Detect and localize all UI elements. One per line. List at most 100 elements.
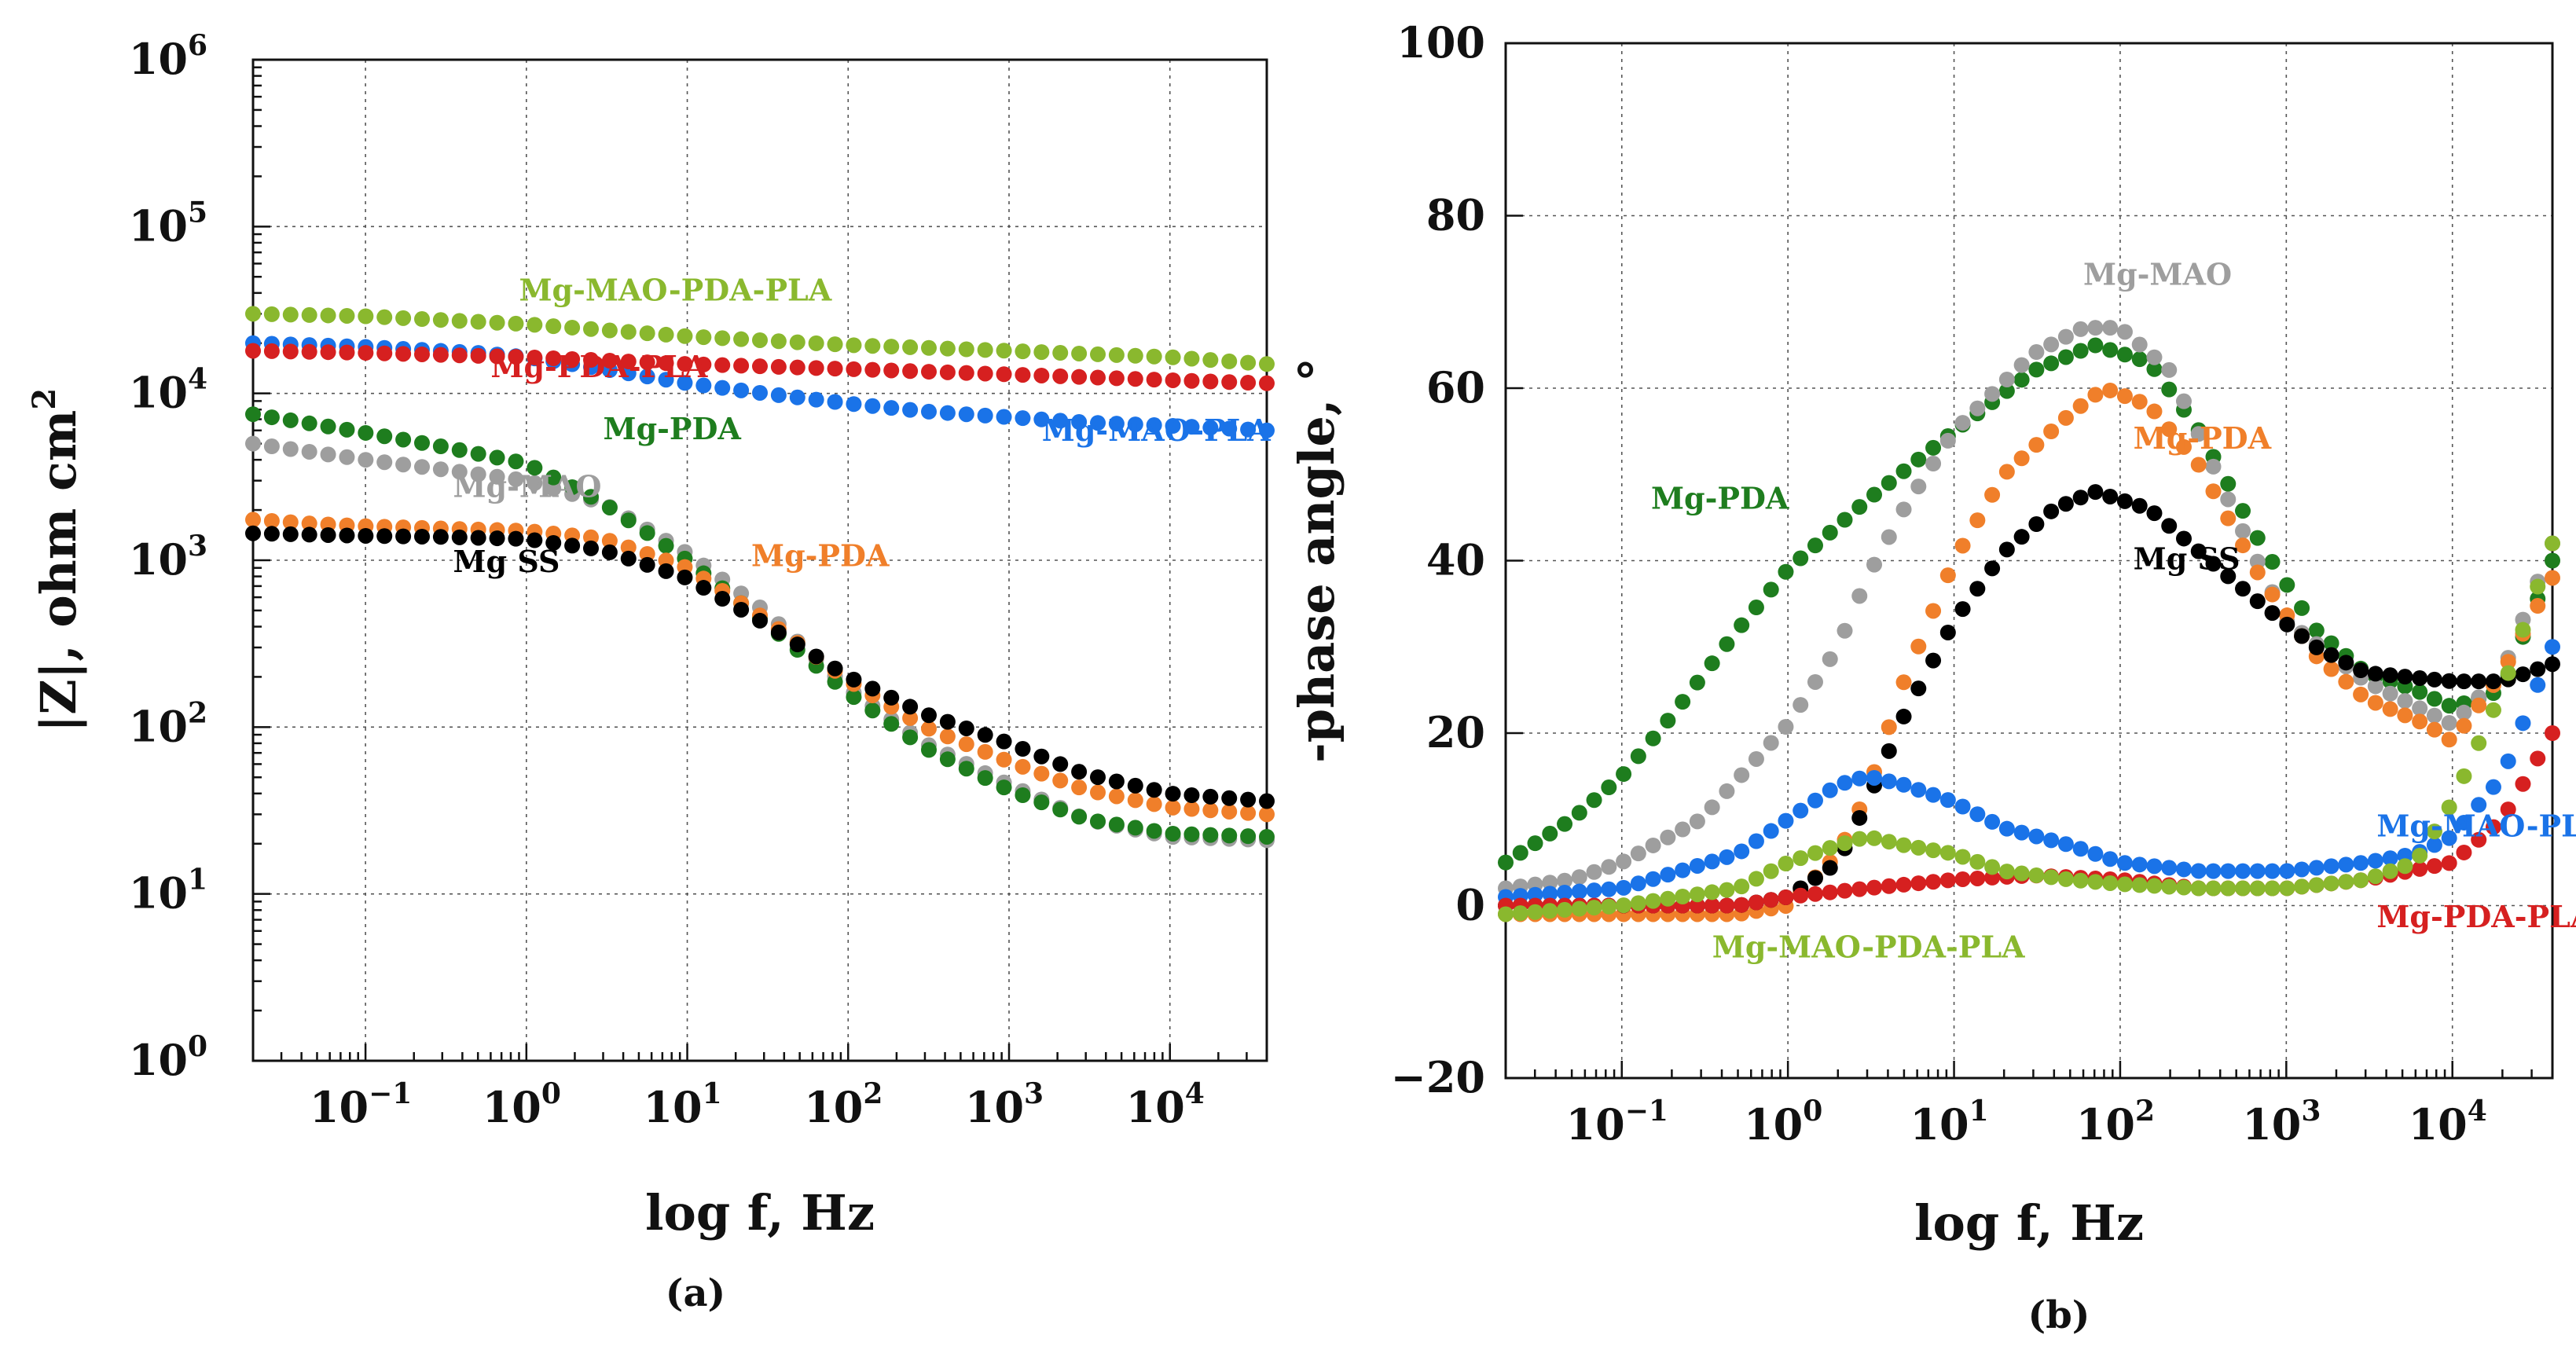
data-point	[1108, 788, 1125, 805]
data-point	[1998, 383, 2015, 399]
series-mg-ss	[245, 525, 1275, 809]
data-point	[2220, 568, 2237, 585]
data-point	[1202, 420, 1219, 436]
data-point	[545, 480, 562, 497]
data-point	[846, 396, 862, 413]
data-point	[2412, 700, 2428, 717]
data-point	[752, 332, 768, 348]
y-tick-label: 40	[1426, 535, 1485, 585]
data-point	[1071, 764, 1088, 780]
data-point	[1866, 830, 1883, 846]
x-tick-label: 103	[965, 1077, 1044, 1132]
data-point	[583, 540, 599, 556]
data-point	[1259, 422, 1275, 438]
data-point	[1512, 845, 1528, 861]
data-point	[1954, 537, 1971, 554]
data-point	[2500, 654, 2516, 670]
data-point	[1895, 674, 1912, 691]
data-point	[2456, 768, 2472, 784]
data-point	[1998, 864, 2015, 880]
data-point	[1071, 369, 1088, 385]
data-point	[1630, 895, 1646, 911]
data-point	[470, 446, 486, 462]
data-point	[2545, 570, 2560, 586]
data-point	[921, 403, 937, 420]
x-tick-label-exp: 2	[863, 1077, 883, 1110]
data-point	[902, 729, 919, 746]
data-point	[1630, 875, 1646, 892]
data-point	[1807, 870, 1823, 886]
data-point	[1675, 821, 1691, 838]
data-point	[1127, 371, 1143, 387]
data-point	[527, 317, 543, 333]
data-point	[1925, 652, 1942, 669]
y-tick-label: 106	[129, 29, 207, 84]
data-point	[2220, 475, 2237, 492]
data-point	[2485, 779, 2501, 795]
data-point	[2338, 874, 2354, 890]
data-point	[2087, 874, 2104, 890]
data-point	[1793, 850, 1809, 867]
x-tick-label-base: 10	[965, 1082, 1024, 1132]
data-point	[1052, 756, 1069, 772]
data-point	[1925, 874, 1942, 890]
data-point	[977, 727, 993, 743]
data-point	[695, 580, 712, 596]
data-point	[1052, 772, 1069, 789]
data-point	[320, 526, 336, 543]
data-point	[1910, 638, 1927, 655]
data-point	[527, 475, 543, 491]
data-point	[1822, 840, 1838, 856]
data-point	[1793, 697, 1809, 713]
y-tick-label: 80	[1426, 190, 1485, 240]
data-point	[2323, 858, 2339, 875]
data-point	[1910, 875, 1927, 892]
data-point	[2087, 484, 2104, 501]
data-point	[2279, 616, 2295, 633]
data-point	[358, 452, 374, 468]
data-point	[2102, 382, 2119, 398]
data-point	[2057, 328, 2074, 345]
data-point	[695, 356, 712, 372]
data-point	[1895, 837, 1912, 853]
data-point	[1984, 813, 2001, 830]
data-point	[282, 343, 299, 360]
data-point	[1998, 820, 2015, 837]
data-point	[508, 349, 524, 365]
data-point	[2175, 861, 2192, 878]
data-point	[282, 526, 299, 542]
panel-a-bode-impedance: 10−1 100 101 102 103 104100101102103104105106…	[26, 29, 1275, 1315]
data-point	[1984, 386, 2001, 402]
data-point	[263, 512, 280, 529]
data-point	[1221, 374, 1238, 391]
data-point	[1866, 486, 1883, 503]
data-point	[1719, 636, 1735, 652]
data-point	[2235, 537, 2251, 554]
data-point	[2131, 336, 2148, 353]
data-point	[1689, 886, 1705, 903]
panel-b-series-labels: Mg-PDA Mg-MAO Mg-PDA Mg SS Mg-MAO-PLA Mg-PDA-…	[1651, 256, 2576, 964]
data-point	[714, 591, 731, 607]
data-point	[395, 457, 412, 473]
data-point	[1778, 856, 1794, 872]
data-point	[2102, 320, 2119, 336]
data-point	[883, 362, 900, 379]
data-point	[1183, 350, 1200, 367]
data-point	[1793, 802, 1809, 819]
data-point	[1090, 346, 1106, 362]
data-point	[2294, 628, 2310, 644]
data-point	[1984, 560, 2001, 577]
data-point	[1127, 777, 1143, 794]
data-point	[827, 673, 843, 690]
series-label: Mg-PDA-PLA	[2376, 899, 2576, 934]
x-tick-label-base: 10	[483, 1082, 541, 1132]
data-point	[770, 333, 787, 350]
data-point	[1807, 886, 1823, 902]
data-point	[658, 563, 674, 579]
x-tick-label-base: 10	[643, 1082, 702, 1132]
data-point	[601, 499, 618, 515]
data-point	[2043, 503, 2060, 519]
data-point	[977, 342, 993, 358]
data-point	[2456, 673, 2472, 690]
data-point	[2279, 880, 2295, 897]
